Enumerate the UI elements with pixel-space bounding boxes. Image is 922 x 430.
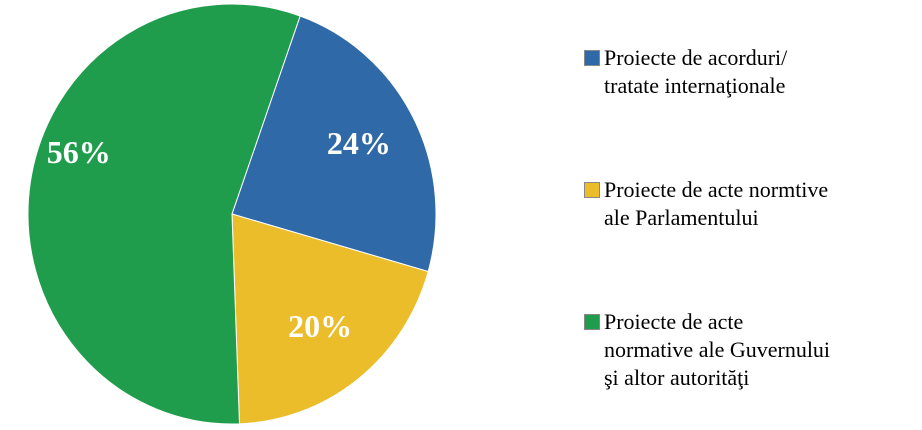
legend-swatch	[584, 182, 600, 198]
legend-item: Proiecte de acte normtive ale Parlamentu…	[584, 176, 828, 232]
slice	[231, 15, 437, 273]
legend-swatch	[584, 50, 600, 66]
value-label: 56%	[47, 134, 111, 170]
legend-label: Proiecte de acte normative ale Guvernulu…	[604, 309, 831, 390]
legend-swatch	[584, 314, 600, 330]
legend-item: Proiecte de acte normative ale Guvernulu…	[584, 308, 830, 392]
slice	[27, 3, 301, 425]
legend-label: Proiecte de acorduri/ tratate internaţio…	[604, 45, 788, 98]
value-label: 24%	[327, 125, 391, 161]
slice	[231, 213, 429, 425]
legend-label: Proiecte de acte normtive ale Parlamentu…	[604, 177, 829, 230]
legend-item: Proiecte de acorduri/ tratate internaţio…	[584, 44, 787, 100]
value-label: 20%	[288, 308, 352, 344]
